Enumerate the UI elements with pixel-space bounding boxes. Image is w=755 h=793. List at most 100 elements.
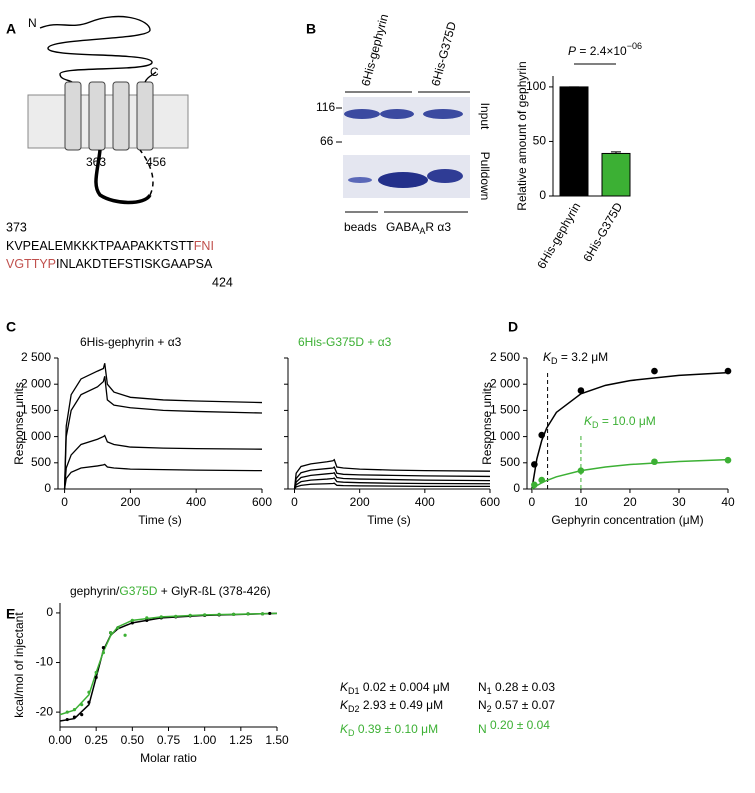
x-tick-label: 0 [291,495,298,509]
data-point [159,615,163,619]
panel-label: A [6,21,16,37]
panel-label: C [6,319,16,335]
data-point [174,614,178,618]
kd-value: 2.93 ± 0.49 μM [360,698,444,712]
kd-subscript: D2 [348,704,360,714]
x-tick-label: 0.50 [121,733,145,747]
band [380,109,414,119]
sequence: INLAKDTEFSTISKGAAPSA [56,257,213,271]
y-tick-label: -10 [36,655,54,669]
x-tick-label: 600 [252,495,272,509]
data-line [293,471,491,490]
kd-symbol: K [340,722,349,736]
data-point [80,703,84,707]
data-point [531,481,538,489]
kd-symbol: K [543,350,552,364]
p-exponent: −06 [627,41,642,51]
data-point [145,618,149,622]
band [344,109,380,119]
data-point [651,458,658,466]
helix [88,81,106,151]
data-point [65,717,69,722]
residue-label: 456 [146,155,166,169]
n-label: N [28,16,37,30]
x-tick-label: 20 [623,495,637,509]
x-tick-label: 6His-G375D [580,200,625,264]
data-line [531,371,729,490]
x-tick-label: 10 [574,495,588,509]
kd-symbol: K [340,680,349,694]
lane-label: GABAAR α3 [386,220,451,236]
data-point [65,710,69,714]
data-point [538,431,546,439]
y-tick-label: 0 [513,481,520,495]
sequence-line: VGTTYPINLAKDTEFSTISKGAAPSA [6,257,213,271]
x-tick-label: 0.00 [48,733,72,747]
x-tick-label: 0.25 [84,733,108,747]
kd-entry: KD1 0.02 ± 0.004 μM [340,680,450,696]
y-tick-label: 500 [31,455,51,469]
marker-label: 66 [320,134,334,148]
x-tick-label: 40 [721,495,735,509]
band [427,169,463,183]
y-axis-label: Response units [12,382,26,465]
sequence: KVPEALEMKKKTPAAPAKKTSTT [6,239,194,253]
y-tick-label: 50 [533,134,547,148]
y-tick-label: 0 [44,481,51,495]
data-line [63,376,263,490]
y-tick-label: 1 000 [21,429,51,443]
y-axis-label: kcal/mol of injectant [12,612,26,718]
p-text: = 2.4×10 [576,44,627,58]
x-tick-label: 600 [480,495,500,509]
data-point [109,631,113,635]
data-point [577,387,585,394]
n-subscript: 1 [487,686,492,696]
data-point [87,690,91,694]
residue-label: 373 [6,220,27,234]
helix [136,81,154,151]
y-tick-label: 0 [46,605,53,619]
data-point [268,611,272,616]
x-axis-label: Time (s) [367,513,411,527]
band [378,172,428,188]
kd-value: 0.02 ± 0.004 μM [360,680,450,694]
data-point [260,612,265,616]
n-symbol: N [478,680,487,694]
x-tick-label: 1.50 [265,733,289,747]
chart-title: gephyrin/G375D + GlyR-ßL (378-426) [70,584,271,598]
data-point [101,651,105,655]
n-subscript: 2 [487,704,492,714]
y-axis-label: Relative amount of gephyrin [515,61,529,210]
x-tick-label: 400 [186,495,206,509]
band [348,177,372,183]
y-tick-label: -20 [36,704,54,718]
title-part: gephyrin/ [70,584,120,598]
sequence-highlight: VGTTYP [6,257,56,271]
x-tick-label: 200 [120,495,140,509]
row-label: Input [478,103,492,130]
y-tick-label: 2 500 [21,350,51,364]
x-tick-label: 6His-gephyrin [534,200,583,271]
x-axis-label: Time (s) [138,513,182,527]
y-tick-label: 1 000 [490,429,520,443]
data-point [724,456,732,464]
lane-text: R α3 [425,220,451,234]
lane-text: GABA [386,220,419,234]
y-tick-label: 1 500 [490,403,520,417]
data-line [293,465,491,490]
data-line [59,612,278,716]
error-bar [611,151,621,154]
data-point [87,700,91,704]
helix [64,81,82,151]
sequence-line: KVPEALEMKKKTPAAPAKKTSTTFNI [6,239,214,253]
data-line [59,612,278,722]
loop-dashed [139,149,154,196]
sequence-highlight: FNI [194,239,214,253]
data-line [293,477,491,490]
p-value: P = 2.4×10−06 [568,41,642,58]
n-value: 0.57 ± 0.07 [492,698,556,712]
n-entry: N2 0.57 ± 0.07 [478,698,555,714]
data-point [651,367,658,375]
data-point [72,708,77,712]
y-tick-label: 2 000 [21,376,51,390]
